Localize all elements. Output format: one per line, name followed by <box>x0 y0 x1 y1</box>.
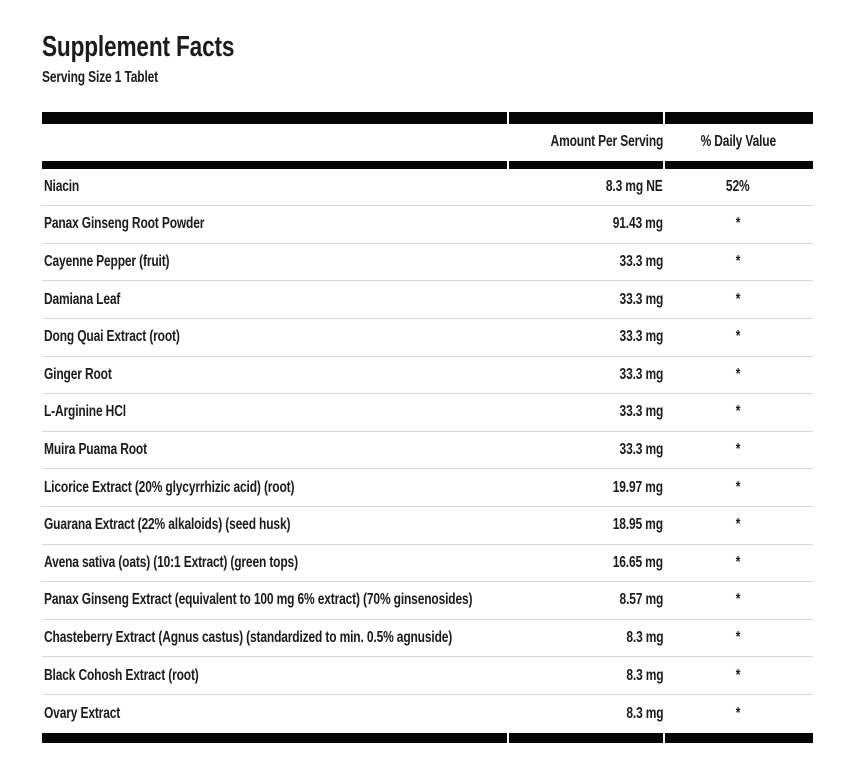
ingredient-name: Niacin <box>44 177 80 195</box>
serving-size-text: Serving Size 1 Tablet <box>42 69 159 86</box>
table-row: Chasteberry Extract (Agnus castus) (stan… <box>42 620 813 658</box>
ingredient-amount: 33.3 mg <box>619 365 663 383</box>
table-row: Panax Ginseng Root Powder 91.43 mg * <box>42 206 813 244</box>
ingredient-amount: 33.3 mg <box>619 441 663 459</box>
ingredient-amount: 19.97 mg <box>612 478 663 496</box>
bar-segment <box>42 732 507 743</box>
ingredient-name: Ginger Root <box>44 365 112 383</box>
table-row: Dong Quai Extract (root) 33.3 mg * <box>42 319 813 357</box>
ingredient-name: Cayenne Pepper (fruit) <box>44 253 170 271</box>
ingredient-daily-value: * <box>735 215 741 233</box>
panel-title-text: Supplement Facts <box>42 31 235 63</box>
ingredient-amount: 8.3 mg <box>625 666 663 684</box>
ingredient-name: Avena sativa (oats) (10:1 Extract) (gree… <box>44 553 298 571</box>
ingredient-amount: 8.3 mg <box>625 704 663 722</box>
bar-segment <box>509 160 663 169</box>
table-row: Licorice Extract (20% glycyrrhizic acid)… <box>42 469 813 507</box>
ingredient-name: Muira Puama Root <box>44 441 147 459</box>
table-row: Muira Puama Root 33.3 mg * <box>42 432 813 470</box>
ingredient-daily-value: * <box>735 253 741 271</box>
ingredient-daily-value: * <box>735 290 741 308</box>
bar-segment <box>665 732 813 743</box>
ingredient-amount: 33.3 mg <box>619 253 663 271</box>
bar-segment <box>42 160 507 169</box>
ingredient-name: L-Arginine HCl <box>44 403 126 421</box>
ingredient-name: Panax Ginseng Root Powder <box>44 215 205 233</box>
bar-segment <box>665 160 813 169</box>
bar-segment <box>42 111 507 124</box>
ingredient-daily-value: * <box>735 328 741 346</box>
serving-size: Serving Size 1 Tablet <box>42 69 813 87</box>
ingredient-amount: 91.43 mg <box>612 215 663 233</box>
ingredient-amount: 33.3 mg <box>619 290 663 308</box>
divider-bar-header <box>42 160 813 169</box>
table-body: Niacin 8.3 mg NE 52% Panax Ginseng Root Pow… <box>42 169 813 733</box>
ingredient-amount: 8.57 mg <box>619 591 663 609</box>
ingredient-amount: 16.65 mg <box>612 553 663 571</box>
table-row: Niacin 8.3 mg NE 52% <box>42 169 813 207</box>
supplement-facts-panel: Supplement Facts Serving Size 1 Tablet A… <box>42 0 813 743</box>
ingredient-amount: 8.3 mg <box>625 629 663 647</box>
ingredient-daily-value: * <box>735 441 741 459</box>
ingredient-name: Chasteberry Extract (Agnus castus) (stan… <box>44 629 453 647</box>
bar-segment <box>509 732 663 743</box>
ingredient-name: Panax Ginseng Extract (equivalent to 100… <box>44 591 473 609</box>
divider-bar-bottom <box>42 732 813 743</box>
bar-segment <box>509 111 663 124</box>
ingredient-amount: 33.3 mg <box>619 328 663 346</box>
ingredient-name: Ovary Extract <box>44 704 121 722</box>
ingredient-name: Guarana Extract (22% alkaloids) (seed hu… <box>44 516 291 534</box>
ingredient-daily-value: * <box>735 666 741 684</box>
ingredient-daily-value: * <box>735 591 741 609</box>
table-row: Cayenne Pepper (fruit) 33.3 mg * <box>42 244 813 282</box>
ingredient-daily-value: * <box>735 365 741 383</box>
ingredient-daily-value: * <box>735 478 741 496</box>
table-row: Black Cohosh Extract (root) 8.3 mg * <box>42 657 813 695</box>
ingredient-daily-value: * <box>735 553 741 571</box>
ingredient-name: Dong Quai Extract (root) <box>44 328 180 346</box>
divider-bar-top <box>42 111 813 124</box>
ingredient-daily-value: * <box>735 516 741 534</box>
table-row: Ginger Root 33.3 mg * <box>42 357 813 395</box>
ingredient-amount: 33.3 mg <box>619 403 663 421</box>
table-header: Amount Per Serving % Daily Value <box>42 124 813 161</box>
ingredient-name: Damiana Leaf <box>44 290 121 308</box>
ingredient-name: Licorice Extract (20% glycyrrhizic acid)… <box>44 478 295 496</box>
table-row: Panax Ginseng Extract (equivalent to 100… <box>42 582 813 620</box>
table-row: Avena sativa (oats) (10:1 Extract) (gree… <box>42 545 813 583</box>
table-row: L-Arginine HCl 33.3 mg * <box>42 394 813 432</box>
ingredient-daily-value: * <box>735 403 741 421</box>
ingredient-amount: 8.3 mg NE <box>606 177 663 195</box>
column-header-daily-value: % Daily Value <box>700 133 776 151</box>
ingredient-daily-value: 52% <box>726 177 750 195</box>
table-row: Damiana Leaf 33.3 mg * <box>42 281 813 319</box>
ingredient-amount: 18.95 mg <box>612 516 663 534</box>
table-row: Guarana Extract (22% alkaloids) (seed hu… <box>42 507 813 545</box>
ingredient-daily-value: * <box>735 629 741 647</box>
bar-segment <box>665 111 813 124</box>
ingredient-name: Black Cohosh Extract (root) <box>44 666 199 684</box>
table-row: Ovary Extract 8.3 mg * <box>42 695 813 733</box>
panel-title: Supplement Facts <box>42 0 813 62</box>
column-header-amount: Amount Per Serving <box>550 133 663 151</box>
ingredient-daily-value: * <box>735 704 741 722</box>
